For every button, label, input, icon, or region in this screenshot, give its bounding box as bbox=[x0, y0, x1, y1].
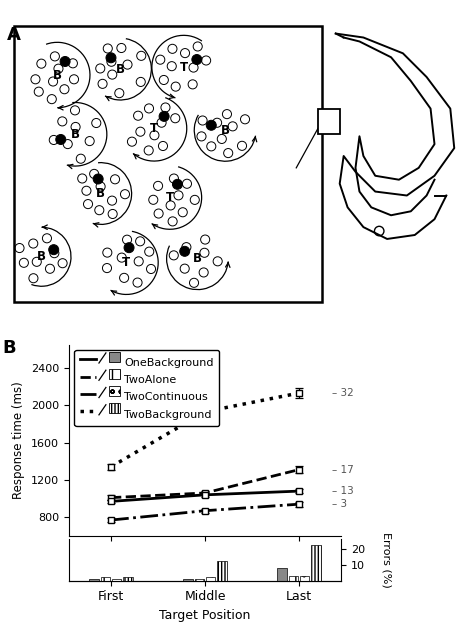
Text: B: B bbox=[193, 252, 202, 265]
Bar bbox=[100, 577, 110, 581]
Text: T: T bbox=[180, 61, 188, 73]
Text: – 3: – 3 bbox=[332, 499, 347, 509]
Text: B: B bbox=[96, 187, 105, 200]
Text: B: B bbox=[221, 124, 229, 137]
Bar bbox=[14, 26, 322, 302]
Text: T: T bbox=[122, 256, 130, 269]
Circle shape bbox=[49, 244, 59, 255]
Bar bbox=[300, 576, 310, 581]
Circle shape bbox=[124, 242, 134, 253]
Circle shape bbox=[60, 57, 70, 66]
Text: – 17: – 17 bbox=[332, 464, 354, 475]
Text: T: T bbox=[166, 191, 174, 204]
Bar bbox=[311, 545, 320, 581]
Circle shape bbox=[159, 112, 169, 121]
Circle shape bbox=[173, 179, 182, 189]
Bar bbox=[318, 108, 340, 134]
Bar bbox=[183, 579, 193, 581]
Circle shape bbox=[106, 53, 116, 63]
Circle shape bbox=[180, 246, 190, 256]
Text: B: B bbox=[71, 128, 80, 141]
Y-axis label: Errors (%): Errors (%) bbox=[382, 532, 392, 588]
Legend: OneBackground, TwoAlone, TwoContinuous, TwoBackground: OneBackground, TwoAlone, TwoContinuous, … bbox=[74, 350, 219, 426]
Bar bbox=[123, 577, 133, 581]
Text: B: B bbox=[116, 63, 125, 76]
Bar bbox=[206, 577, 215, 581]
Bar bbox=[195, 579, 204, 581]
Text: A: A bbox=[7, 26, 21, 43]
X-axis label: Target Position: Target Position bbox=[159, 609, 251, 622]
Bar bbox=[112, 579, 121, 581]
Bar bbox=[217, 561, 227, 581]
Text: – 13: – 13 bbox=[332, 486, 354, 496]
Text: B: B bbox=[37, 250, 46, 263]
Circle shape bbox=[93, 174, 103, 184]
Text: T: T bbox=[150, 122, 158, 135]
Circle shape bbox=[192, 54, 202, 64]
Text: – 32: – 32 bbox=[332, 388, 354, 398]
Bar bbox=[90, 579, 99, 581]
Bar bbox=[277, 568, 287, 581]
Bar bbox=[289, 576, 298, 581]
Text: B: B bbox=[53, 68, 62, 82]
Y-axis label: Response time (ms): Response time (ms) bbox=[12, 382, 25, 499]
Circle shape bbox=[56, 135, 66, 144]
Circle shape bbox=[206, 121, 216, 130]
Text: B: B bbox=[2, 339, 16, 357]
